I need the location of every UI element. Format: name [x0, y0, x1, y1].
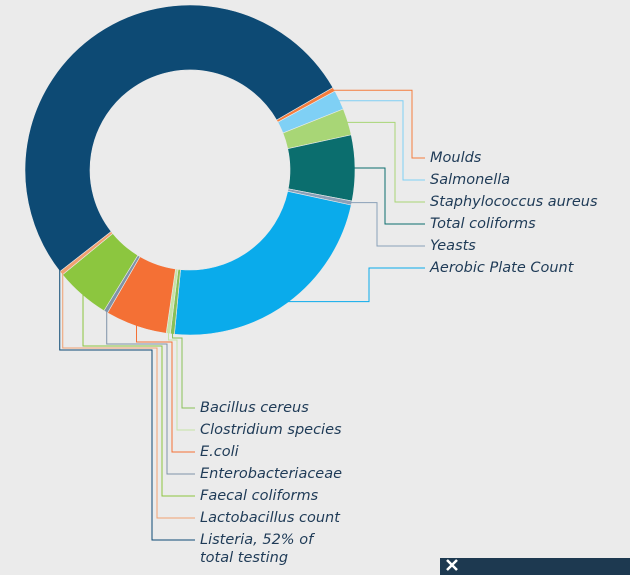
segment-label: Aerobic Plate Count [430, 260, 574, 276]
close-icon[interactable] [444, 558, 464, 575]
segment-label: Salmonella [430, 172, 511, 188]
leader-line [136, 323, 195, 453]
leader-line [167, 331, 195, 431]
segment-label: Enterobacteriaceae [200, 466, 343, 482]
leader-line [62, 271, 195, 519]
segment-label: Lactobacillus count [200, 510, 340, 526]
leader-line [59, 267, 195, 541]
leader-line [349, 202, 425, 247]
leader-line [352, 167, 425, 225]
segment-label: Clostridium species [200, 422, 342, 438]
segment-label: Total coliforms [430, 216, 536, 232]
close-bar[interactable] [440, 558, 630, 575]
segment-label: Yeasts [430, 238, 476, 254]
segment-label: Bacillus cereus [200, 400, 309, 416]
leader-line [82, 292, 195, 497]
segment-label: E.coli [200, 444, 239, 460]
leader-line [345, 121, 425, 203]
segment-label: Moulds [430, 150, 482, 166]
leader-line [106, 310, 195, 475]
leader-line [286, 267, 425, 303]
segment-label: Staphylococcus aureus [430, 194, 598, 210]
segment-label: Listeria, 52% of total testing [200, 532, 314, 566]
leader-line [172, 332, 195, 409]
leader-line [332, 89, 425, 159]
donut-segment [24, 4, 334, 272]
donut-segment [174, 190, 352, 336]
segment-label: Faecal coliforms [200, 488, 319, 504]
leader-line [337, 100, 425, 181]
